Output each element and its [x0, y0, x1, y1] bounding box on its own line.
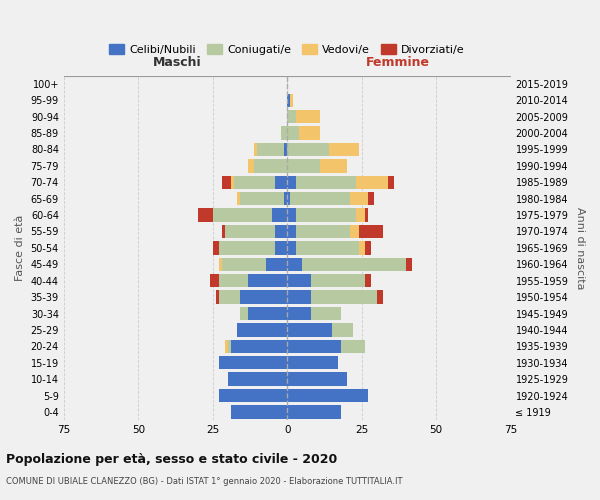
- Bar: [290, 94, 293, 107]
- Bar: [287, 290, 311, 304]
- Bar: [302, 258, 406, 271]
- Bar: [287, 405, 341, 418]
- Bar: [281, 126, 287, 140]
- Bar: [210, 274, 218, 287]
- Legend: Celibi/Nubili, Coniugati/e, Vedovi/e, Divorziati/e: Celibi/Nubili, Coniugati/e, Vedovi/e, Di…: [105, 40, 469, 60]
- Bar: [350, 225, 359, 238]
- Bar: [284, 192, 287, 205]
- Bar: [230, 405, 287, 418]
- Bar: [287, 208, 296, 222]
- Bar: [218, 389, 287, 402]
- Text: Popolazione per età, sesso e stato civile - 2020: Popolazione per età, sesso e stato civil…: [6, 452, 337, 466]
- Bar: [296, 241, 359, 254]
- Bar: [287, 307, 311, 320]
- Bar: [218, 274, 248, 287]
- Bar: [365, 208, 368, 222]
- Bar: [248, 159, 254, 172]
- Bar: [377, 290, 383, 304]
- Bar: [248, 307, 287, 320]
- Bar: [239, 192, 284, 205]
- Bar: [287, 94, 290, 107]
- Bar: [239, 307, 248, 320]
- Bar: [254, 159, 287, 172]
- Bar: [266, 258, 287, 271]
- Bar: [296, 110, 320, 124]
- Bar: [350, 192, 368, 205]
- Bar: [224, 225, 275, 238]
- Bar: [227, 372, 287, 386]
- Bar: [213, 241, 218, 254]
- Bar: [287, 389, 368, 402]
- Bar: [284, 142, 287, 156]
- Bar: [239, 290, 287, 304]
- Bar: [365, 274, 371, 287]
- Bar: [287, 110, 296, 124]
- Bar: [227, 340, 230, 353]
- Bar: [311, 307, 341, 320]
- Bar: [287, 192, 290, 205]
- Bar: [287, 258, 302, 271]
- Bar: [311, 290, 377, 304]
- Bar: [230, 340, 287, 353]
- Bar: [221, 258, 266, 271]
- Bar: [287, 274, 311, 287]
- Bar: [320, 159, 347, 172]
- Bar: [198, 208, 213, 222]
- Bar: [287, 142, 329, 156]
- Bar: [248, 274, 287, 287]
- Bar: [299, 126, 320, 140]
- Bar: [275, 176, 287, 189]
- Bar: [287, 356, 338, 370]
- Bar: [233, 176, 275, 189]
- Bar: [332, 323, 353, 336]
- Bar: [356, 208, 365, 222]
- Bar: [275, 241, 287, 254]
- Bar: [221, 225, 224, 238]
- Bar: [296, 225, 350, 238]
- Bar: [213, 208, 272, 222]
- Text: COMUNE DI UBIALE CLANEZZO (BG) - Dati ISTAT 1° gennaio 2020 - Elaborazione TUTTI: COMUNE DI UBIALE CLANEZZO (BG) - Dati IS…: [6, 476, 403, 486]
- Bar: [257, 142, 284, 156]
- Y-axis label: Anni di nascita: Anni di nascita: [575, 206, 585, 289]
- Bar: [359, 225, 383, 238]
- Bar: [368, 192, 374, 205]
- Bar: [218, 356, 287, 370]
- Bar: [290, 192, 350, 205]
- Text: Femmine: Femmine: [365, 56, 430, 69]
- Bar: [341, 340, 365, 353]
- Bar: [406, 258, 412, 271]
- Bar: [221, 176, 230, 189]
- Bar: [236, 192, 239, 205]
- Bar: [287, 241, 296, 254]
- Bar: [218, 290, 239, 304]
- Bar: [218, 241, 275, 254]
- Bar: [287, 372, 347, 386]
- Bar: [275, 225, 287, 238]
- Bar: [311, 274, 365, 287]
- Bar: [218, 258, 221, 271]
- Bar: [296, 208, 356, 222]
- Bar: [388, 176, 394, 189]
- Bar: [359, 241, 365, 254]
- Bar: [216, 290, 218, 304]
- Text: Maschi: Maschi: [152, 56, 201, 69]
- Bar: [287, 225, 296, 238]
- Bar: [287, 126, 299, 140]
- Bar: [287, 159, 320, 172]
- Bar: [356, 176, 388, 189]
- Bar: [296, 176, 356, 189]
- Y-axis label: Fasce di età: Fasce di età: [15, 214, 25, 281]
- Bar: [287, 176, 296, 189]
- Bar: [236, 323, 287, 336]
- Bar: [287, 340, 341, 353]
- Bar: [287, 323, 332, 336]
- Bar: [365, 241, 371, 254]
- Bar: [230, 176, 233, 189]
- Bar: [224, 340, 227, 353]
- Bar: [272, 208, 287, 222]
- Bar: [254, 142, 257, 156]
- Bar: [329, 142, 359, 156]
